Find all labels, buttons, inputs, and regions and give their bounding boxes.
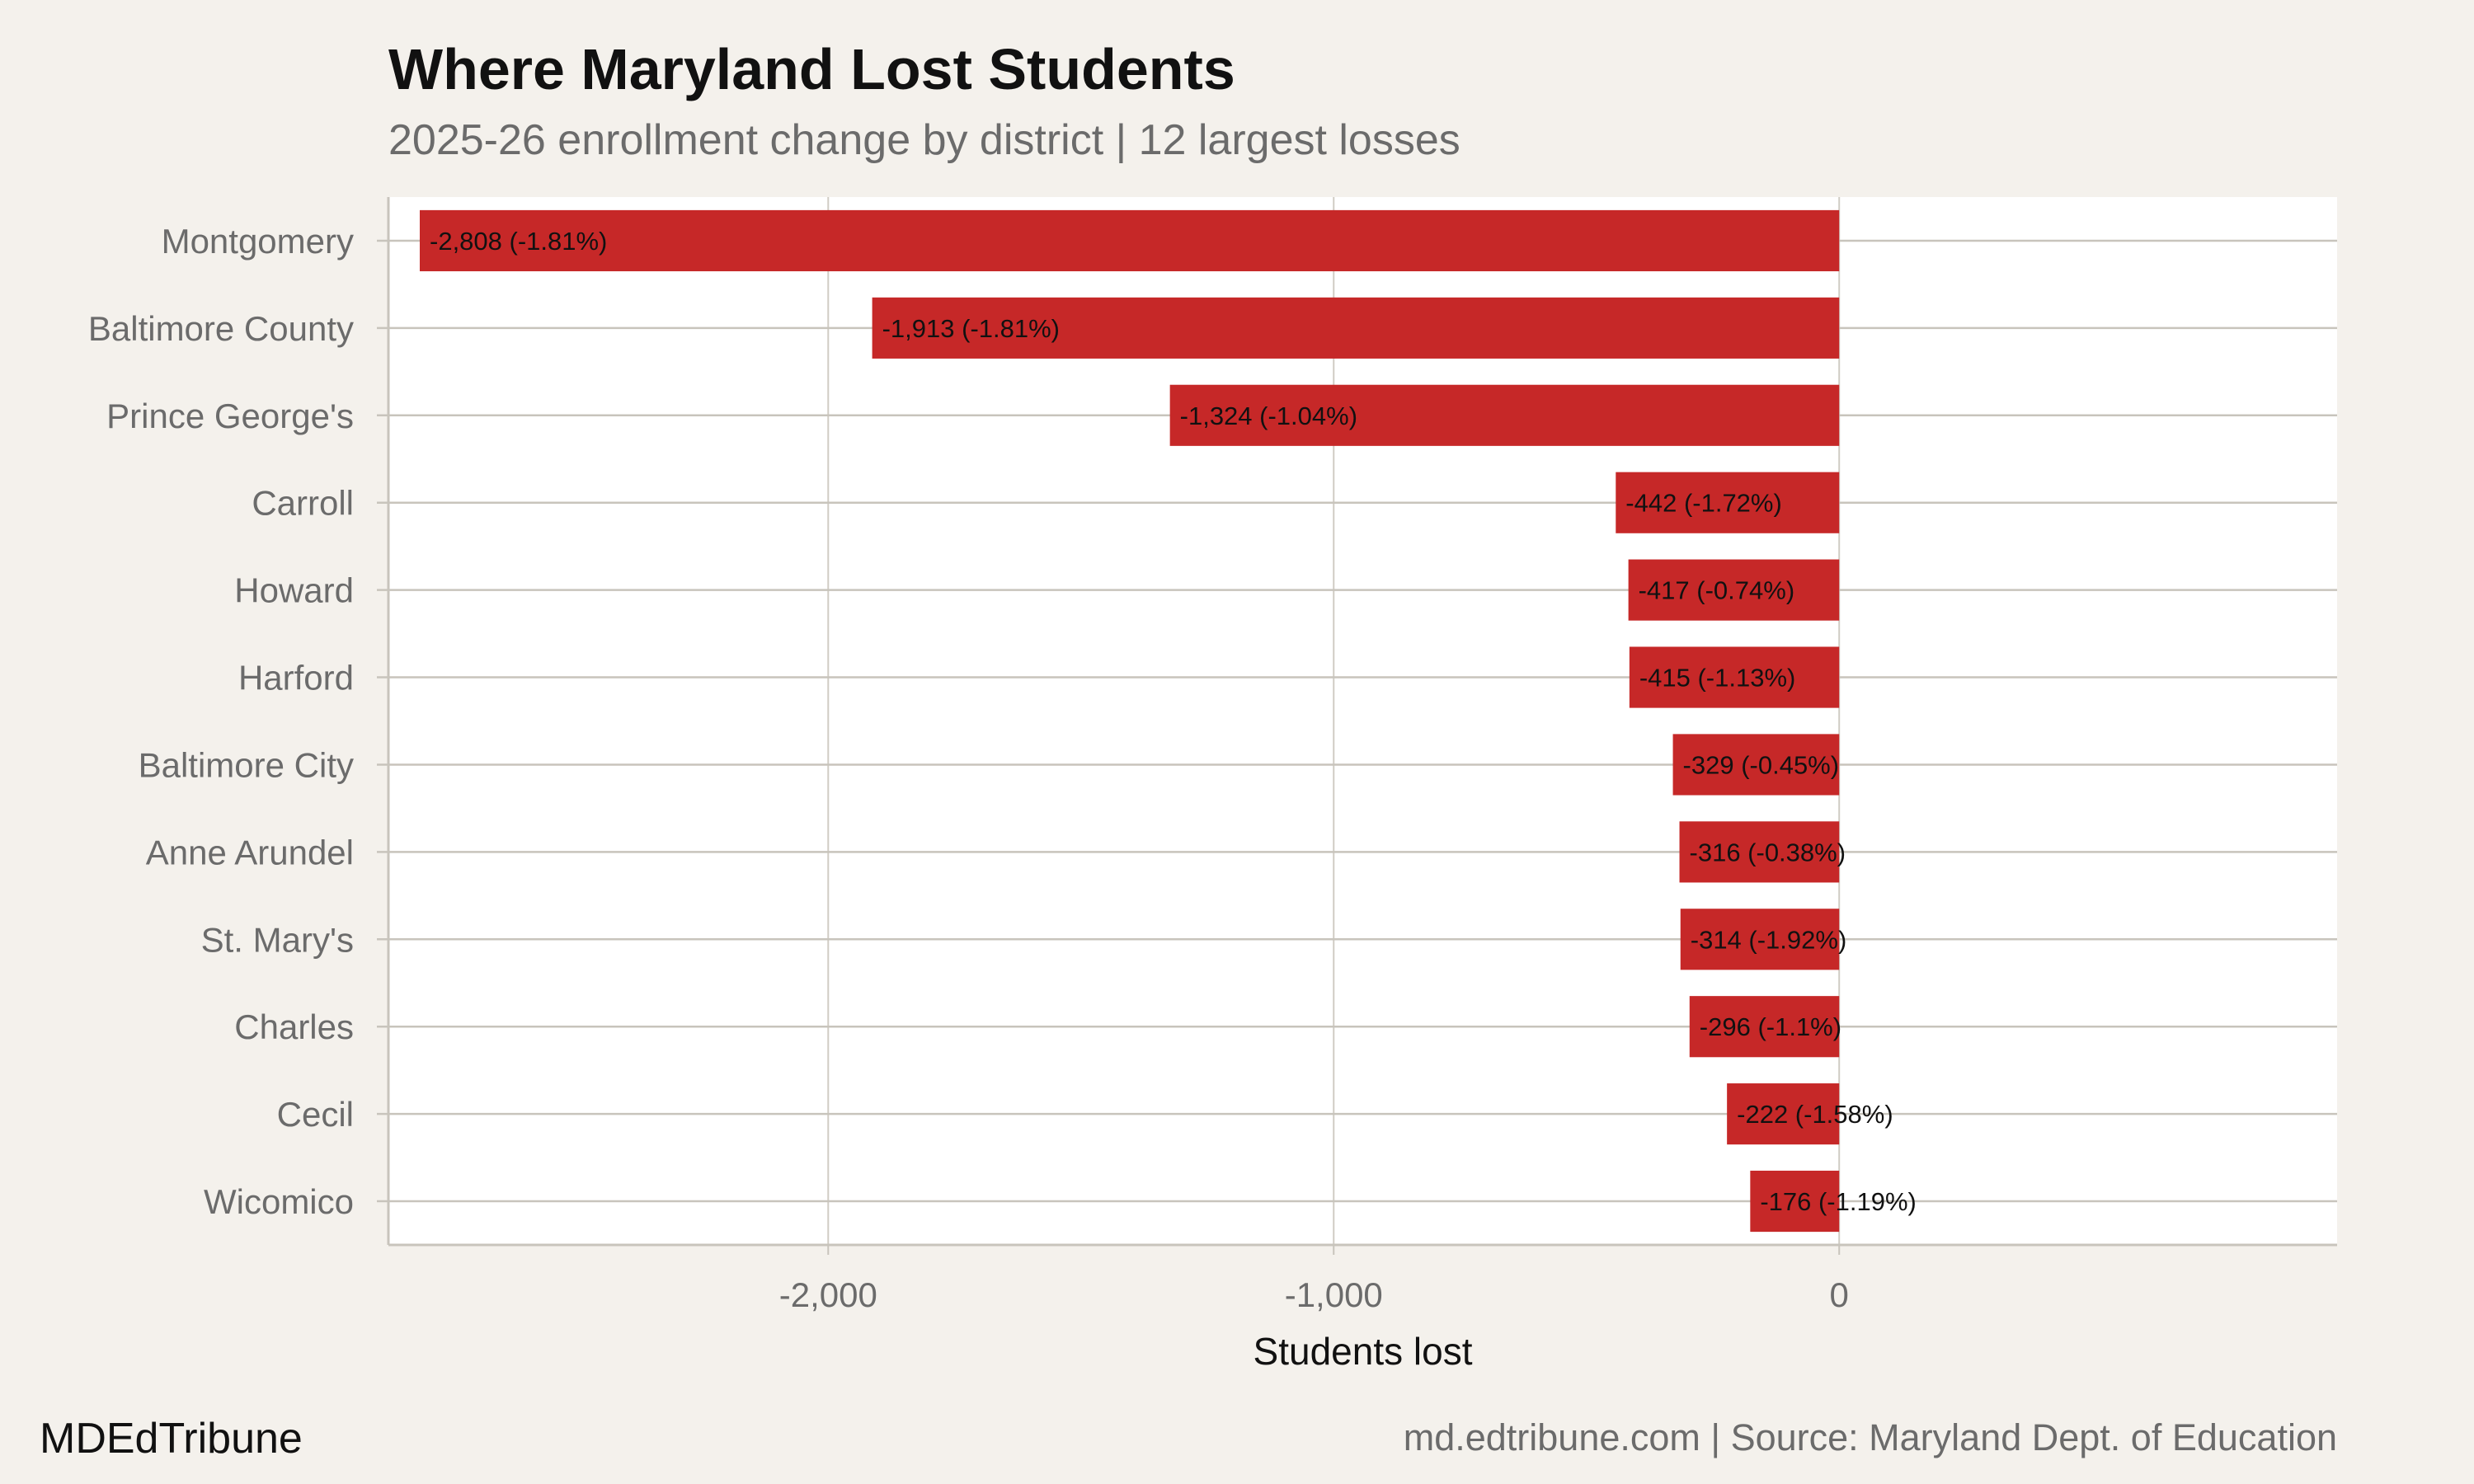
- chart-subtitle: 2025-26 enrollment change by district | …: [388, 116, 1460, 164]
- bar: [1689, 996, 1840, 1058]
- data-label: -1,913 (-1.81%): [882, 314, 1060, 343]
- bar: [872, 297, 1840, 359]
- y-tick-label: Howard: [234, 571, 354, 610]
- bar: [1727, 1083, 1840, 1145]
- bar: [1169, 384, 1840, 446]
- data-label: -417 (-0.74%): [1639, 576, 1795, 605]
- y-tick-label: Montgomery: [162, 222, 354, 261]
- y-tick-label: Baltimore City: [139, 745, 354, 784]
- bar: [1629, 646, 1840, 708]
- x-tick-label: -2,000: [779, 1275, 877, 1314]
- y-tick-label: Anne Arundel: [146, 833, 354, 871]
- data-label: -415 (-1.13%): [1639, 664, 1796, 693]
- x-axis-title: Students lost: [1253, 1330, 1473, 1373]
- bar: [1628, 559, 1840, 621]
- data-label: -296 (-1.1%): [1700, 1012, 1841, 1041]
- brand-logo-text: MDEdTribune: [40, 1415, 303, 1463]
- bar: [1616, 472, 1840, 533]
- y-tick-label: Wicomico: [204, 1182, 354, 1221]
- bar: [1672, 734, 1840, 796]
- y-tick-label: Charles: [234, 1007, 354, 1046]
- y-tick-label: St. Mary's: [201, 920, 354, 959]
- y-tick-label: Carroll: [252, 484, 354, 523]
- data-label: -442 (-1.72%): [1625, 489, 1782, 518]
- x-tick-label: -1,000: [1285, 1275, 1383, 1314]
- bar: [420, 209, 1840, 272]
- data-label: -2,808 (-1.81%): [430, 227, 607, 256]
- bar: [1679, 821, 1840, 883]
- x-tick-label: 0: [1830, 1275, 1849, 1314]
- y-tick-label: Harford: [238, 659, 354, 697]
- source-note: md.edtribune.com | Source: Maryland Dept…: [1403, 1416, 2337, 1458]
- data-label: -314 (-1.92%): [1691, 925, 1847, 954]
- y-tick-label: Cecil: [277, 1095, 354, 1134]
- data-label: -329 (-0.45%): [1683, 750, 1840, 779]
- data-label: -1,324 (-1.04%): [1180, 402, 1357, 430]
- y-tick-label: Prince George's: [106, 397, 354, 435]
- data-label: -222 (-1.58%): [1737, 1100, 1893, 1129]
- data-label: -316 (-0.38%): [1690, 838, 1846, 866]
- plot-panel: [388, 197, 2337, 1245]
- bar: [1750, 1170, 1840, 1233]
- y-tick-label: Baltimore County: [88, 309, 354, 348]
- chart-title: Where Maryland Lost Students: [388, 37, 1235, 101]
- bar: [1680, 909, 1840, 970]
- data-label: -176 (-1.19%): [1760, 1187, 1917, 1216]
